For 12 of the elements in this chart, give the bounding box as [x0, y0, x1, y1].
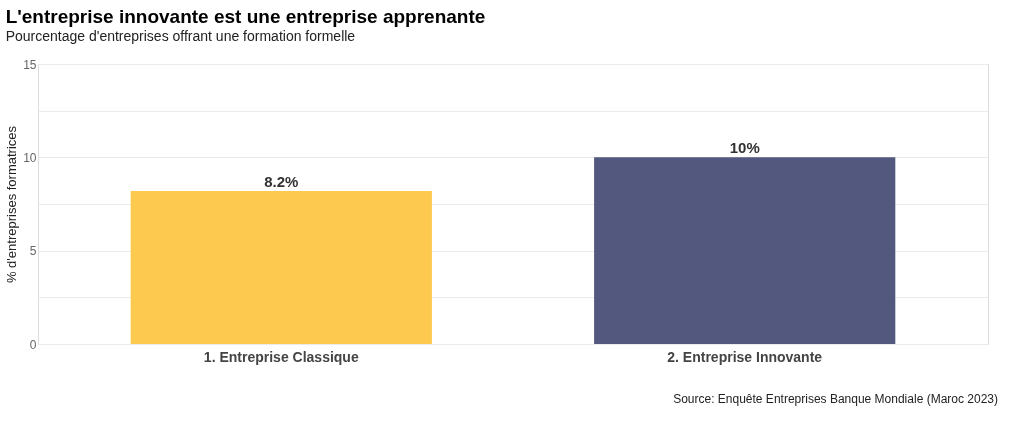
x-tick-label: 2. Entreprise Innovante: [667, 348, 823, 365]
source-note: Source: Enquête Entreprises Banque Mondiale (Maroc 2023): [673, 392, 998, 406]
data-label: 10%: [729, 139, 760, 157]
y-tick-label: 10: [23, 150, 37, 165]
y-tick-label: 0: [29, 337, 37, 352]
y-tick-label: 5: [29, 244, 37, 259]
chart-title: L'entreprise innovante est une entreprise apprenante: [5, 6, 486, 27]
data-label: 8.2%: [264, 172, 299, 190]
y-tick-label: 15: [23, 57, 37, 72]
chart-subtitle: Pourcentage d'entreprises offrant une formation formelle: [5, 28, 356, 44]
y-axis-title: % d'entreprises formatrices: [4, 125, 20, 284]
x-tick-label: 1. Entreprise Classique: [203, 348, 359, 365]
